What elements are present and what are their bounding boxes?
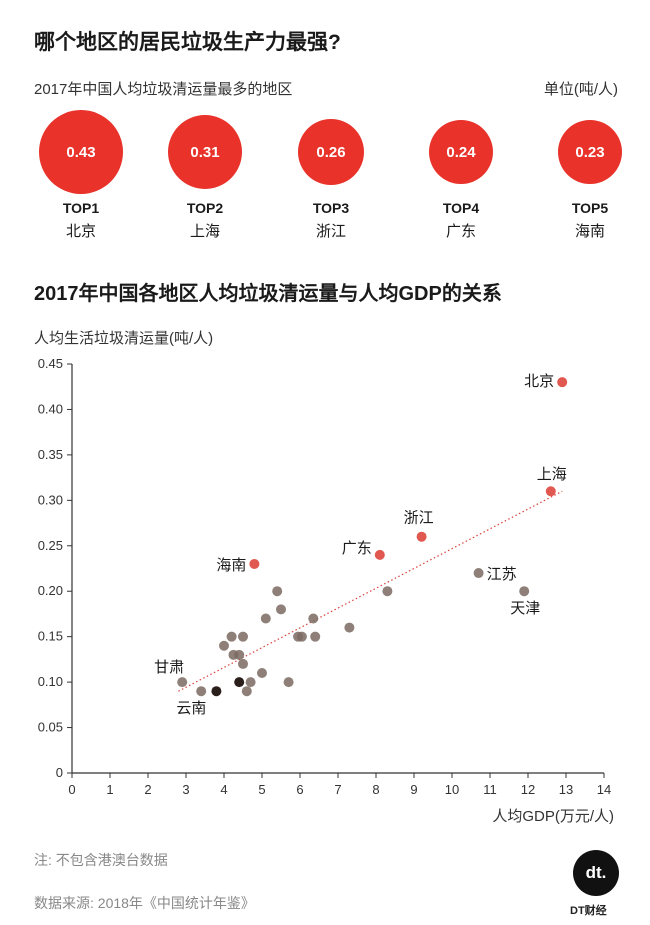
- scatter-title: 2017年中国各地区人均垃圾清运量与人均GDP的关系: [34, 283, 502, 305]
- data-source: 数据来源: 2018年《中国统计年鉴》: [34, 895, 255, 911]
- data-point: [276, 604, 286, 615]
- trend-line: [178, 490, 563, 692]
- y-tick-label: 0.40: [38, 401, 63, 416]
- x-tick-label: 3: [182, 782, 189, 797]
- data-point: [241, 686, 252, 697]
- x-tick-label: 14: [597, 782, 611, 797]
- x-tick-label: 9: [410, 782, 417, 797]
- data-point: [177, 677, 188, 688]
- scatter-chart: 0 1 2 3 4 5 6 7 8 9 10 11 12 13 1400.050.100.150.200.2…: [38, 356, 614, 825]
- top-item-5: 0.23 TOP5 海南: [535, 110, 645, 241]
- data-point: [238, 658, 248, 669]
- y-tick-label: 0.35: [38, 447, 63, 462]
- data-point: [238, 631, 248, 642]
- y-tick-label: 0.05: [38, 720, 63, 735]
- data-point: [382, 586, 393, 597]
- top5-subtitle: 2017年中国人均垃圾清运量最多的地区: [34, 81, 293, 98]
- top-item-2: 0.31 TOP2 上海: [150, 110, 260, 241]
- y-tick-label: 0.25: [38, 538, 63, 553]
- data-point: [310, 631, 321, 642]
- x-tick-label: 4: [220, 782, 227, 797]
- top-item-3: 0.26 TOP3 浙江: [276, 110, 386, 241]
- y-tick-label: 0.10: [38, 674, 63, 689]
- value-circle: 0.23: [558, 120, 622, 184]
- page-title: 哪个地区的居民垃圾生产力最强?: [34, 31, 341, 54]
- point-label: 天津: [510, 600, 540, 617]
- data-point: [211, 686, 222, 697]
- x-tick-label: 8: [372, 782, 379, 797]
- rank-label: TOP3: [312, 200, 350, 216]
- value-circle: 0.24: [429, 120, 493, 184]
- value-circle: 0.31: [168, 115, 242, 189]
- data-point: [245, 677, 256, 688]
- data-point: [308, 613, 319, 624]
- point-label: 海南: [216, 557, 246, 574]
- data-point: [234, 649, 245, 660]
- y-tick-label: 0.45: [38, 356, 63, 371]
- region-label: 海南: [574, 223, 605, 240]
- point-label: 上海: [537, 466, 567, 483]
- x-tick-label: 5: [258, 782, 265, 797]
- data-point: [557, 377, 568, 388]
- region-label: 广东: [445, 223, 476, 240]
- data-point: [296, 631, 307, 642]
- data-point: [219, 640, 229, 651]
- footnote: 注: 不包含港澳台数据: [34, 852, 168, 868]
- data-point: [196, 686, 207, 697]
- x-tick-label: 2: [144, 782, 151, 797]
- x-tick-label: 1: [106, 782, 113, 797]
- region-label: 浙江: [315, 223, 346, 240]
- data-point: [344, 622, 355, 633]
- x-tick-label: 13: [559, 782, 573, 797]
- data-point: [257, 668, 267, 679]
- data-point: [226, 631, 237, 642]
- region-label: 北京: [65, 223, 96, 240]
- logo-text: DT财经: [570, 905, 607, 917]
- data-point: [473, 568, 484, 579]
- x-tick-label: 0: [68, 782, 75, 797]
- rank-label: TOP4: [442, 200, 480, 216]
- point-label: 广东: [342, 540, 372, 557]
- region-label: 上海: [189, 223, 220, 240]
- y-tick-label: 0.30: [38, 492, 63, 507]
- x-tick-label: 12: [521, 782, 535, 797]
- x-tick-label: 11: [483, 782, 497, 797]
- unit-label: 单位(吨/人): [543, 81, 618, 98]
- data-point: [545, 486, 556, 497]
- x-tick-label: 6: [296, 782, 303, 797]
- y-axis-title: 人均生活垃圾清运量(吨/人): [34, 330, 214, 347]
- top-item-1: 0.43 TOP1 北京: [26, 110, 136, 241]
- value-circle: 0.26: [298, 119, 364, 185]
- point-label: 江苏: [487, 566, 517, 583]
- data-point: [272, 586, 283, 597]
- point-label: 浙江: [404, 510, 434, 527]
- value-circle: 0.43: [39, 110, 123, 194]
- x-tick-label: 10: [445, 782, 459, 797]
- data-point: [416, 531, 427, 542]
- data-point: [374, 549, 385, 560]
- rank-label: TOP2: [186, 200, 224, 216]
- top5-ranking: 0.43 TOP1 北京 0.31 TOP2 上海 0.26 TOP3 浙江 0…: [0, 110, 650, 250]
- data-point: [260, 613, 271, 624]
- top-item-4: 0.24 TOP4 广东: [406, 110, 516, 241]
- y-tick-label: 0.20: [38, 583, 63, 598]
- data-point: [234, 677, 245, 688]
- data-point: [519, 586, 530, 597]
- y-tick-label: 0.15: [38, 629, 63, 644]
- data-point: [283, 677, 294, 688]
- point-label: 北京: [524, 373, 554, 390]
- y-tick-label: 0: [56, 765, 63, 780]
- rank-label: TOP1: [62, 200, 100, 216]
- dt-logo: dt.: [573, 850, 619, 896]
- data-point: [249, 558, 260, 569]
- rank-label: TOP5: [571, 200, 609, 216]
- point-label: 甘肃: [154, 659, 184, 676]
- x-tick-label: 7: [334, 782, 341, 797]
- point-label: 云南: [176, 700, 206, 717]
- x-axis-title: 人均GDP(万元/人): [492, 808, 614, 825]
